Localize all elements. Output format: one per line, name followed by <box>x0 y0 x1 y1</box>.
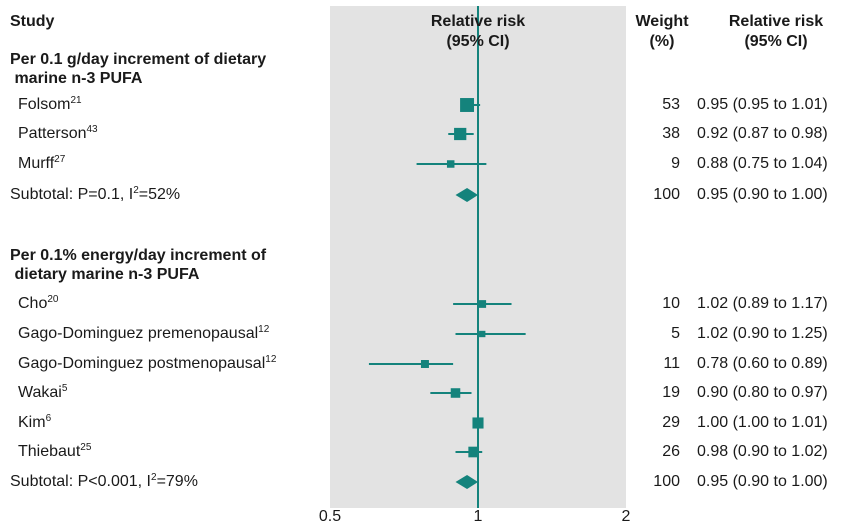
ci-text: 0.90 (0.80 to 0.97) <box>697 384 828 401</box>
x-tick-label: 0.5 <box>319 508 341 524</box>
ci-text: 0.92 (0.87 to 0.98) <box>697 125 828 142</box>
reference-superscript: 20 <box>47 294 59 305</box>
study-name: Gago-Dominguez postmenopausal12 <box>18 354 276 374</box>
label-text: Subtotal: P<0.001, I <box>10 473 151 490</box>
group-title-1-line2: marine n-3 PUFA <box>10 70 143 87</box>
study-marker <box>416 160 487 168</box>
point-estimate <box>450 388 461 398</box>
subtotal-label: Subtotal: P=0.1, I2=52% <box>10 185 180 205</box>
point-estimate <box>479 330 486 338</box>
study-marker <box>455 330 526 338</box>
ci-header-line1: Relative risk <box>728 13 824 30</box>
weight-value: 26 <box>662 443 680 460</box>
reference-superscript: 6 <box>45 413 52 424</box>
i2-superscript: 2 <box>151 472 157 483</box>
weight-value: 11 <box>663 355 680 372</box>
label-text: Murff <box>18 155 55 172</box>
group-title-1-line1: Per 0.1 g/day increment of dietary <box>10 51 267 68</box>
ci-text: 0.95 (0.90 to 1.00) <box>697 186 828 203</box>
reference-superscript: 21 <box>70 95 82 106</box>
x-tick-label: 2 <box>622 508 631 524</box>
subtotal-marker <box>455 475 478 489</box>
point-estimate <box>478 300 487 308</box>
label-text: Kim <box>18 414 46 431</box>
weight-value: 9 <box>671 155 680 172</box>
ci-header-line2: (95% CI) <box>744 33 808 50</box>
label-text: Folsom <box>18 96 71 113</box>
ci-text: 1.02 (0.90 to 1.25) <box>697 325 828 342</box>
label-text: Gago-Dominguez premenopausal <box>18 325 259 342</box>
weight-value: 29 <box>662 414 680 431</box>
weight-value: 100 <box>653 473 680 490</box>
label-text: Subtotal: P=0.1, I <box>10 186 134 203</box>
ci-text: 0.78 (0.60 to 0.89) <box>697 355 828 372</box>
weight-value: 53 <box>662 96 680 113</box>
label-text: Wakai <box>18 384 62 401</box>
reference-superscript: 5 <box>61 383 68 394</box>
reference-superscript: 43 <box>86 124 98 135</box>
weight-value: 5 <box>671 325 680 342</box>
study-marker <box>430 388 472 398</box>
ci-text: 1.02 (0.89 to 1.17) <box>697 295 828 312</box>
rr-header-line1: Relative risk <box>430 13 526 30</box>
reference-superscript: 25 <box>80 442 92 453</box>
study-marker <box>368 360 454 368</box>
study-name: Thiebaut25 <box>18 442 91 462</box>
point-estimate <box>468 446 480 458</box>
group-title-2-line2: dietary marine n-3 PUFA <box>10 266 200 283</box>
weight-header-line1: Weight <box>635 13 689 30</box>
study-marker <box>453 300 512 308</box>
reference-superscript: 12 <box>258 324 270 335</box>
weight-value: 38 <box>662 125 680 142</box>
subtotal-diamond <box>455 475 478 489</box>
label-text: Cho <box>18 295 48 312</box>
weight-value: 10 <box>662 295 680 312</box>
ci-text: 0.88 (0.75 to 1.04) <box>697 155 828 172</box>
ci-text: 0.98 (0.90 to 1.02) <box>697 443 828 460</box>
label-suffix: =52% <box>138 186 181 203</box>
point-estimate <box>446 160 455 168</box>
point-estimate <box>454 127 467 141</box>
study-header: Study <box>10 13 55 30</box>
subtotal-diamond <box>455 188 478 202</box>
study-name: Kim6 <box>18 413 51 433</box>
label-text: Thiebaut <box>18 443 81 460</box>
reference-superscript: 12 <box>265 354 277 365</box>
reference-superscript: 27 <box>54 154 66 165</box>
study-marker <box>448 127 474 141</box>
weight-value: 19 <box>662 384 680 401</box>
group-title-2-line1: Per 0.1% energy/day increment of <box>10 247 267 264</box>
study-name: Gago-Dominguez premenopausal12 <box>18 324 269 344</box>
label-text: Gago-Dominguez postmenopausal <box>18 355 266 372</box>
point-estimate <box>460 98 475 112</box>
weight-header-line2: (%) <box>649 33 675 50</box>
subtotal-marker <box>455 188 478 202</box>
study-name: Cho20 <box>18 294 58 314</box>
ci-text: 1.00 (1.00 to 1.01) <box>697 414 828 431</box>
rr-header-line2: (95% CI) <box>446 33 510 50</box>
subtotal-label: Subtotal: P<0.001, I2=79% <box>10 472 198 492</box>
study-name: Wakai5 <box>18 383 67 403</box>
ci-text: 0.95 (0.90 to 1.00) <box>697 473 828 490</box>
label-suffix: =79% <box>156 473 198 490</box>
study-name: Folsom21 <box>18 95 82 115</box>
study-name: Murff27 <box>18 154 65 174</box>
weight-value: 100 <box>653 186 680 203</box>
study-name: Patterson43 <box>18 124 98 144</box>
ci-text: 0.95 (0.95 to 1.01) <box>697 96 828 113</box>
point-estimate <box>420 360 429 368</box>
i2-superscript: 2 <box>133 185 139 196</box>
x-tick-label: 1 <box>474 508 483 524</box>
label-text: Patterson <box>18 125 87 142</box>
